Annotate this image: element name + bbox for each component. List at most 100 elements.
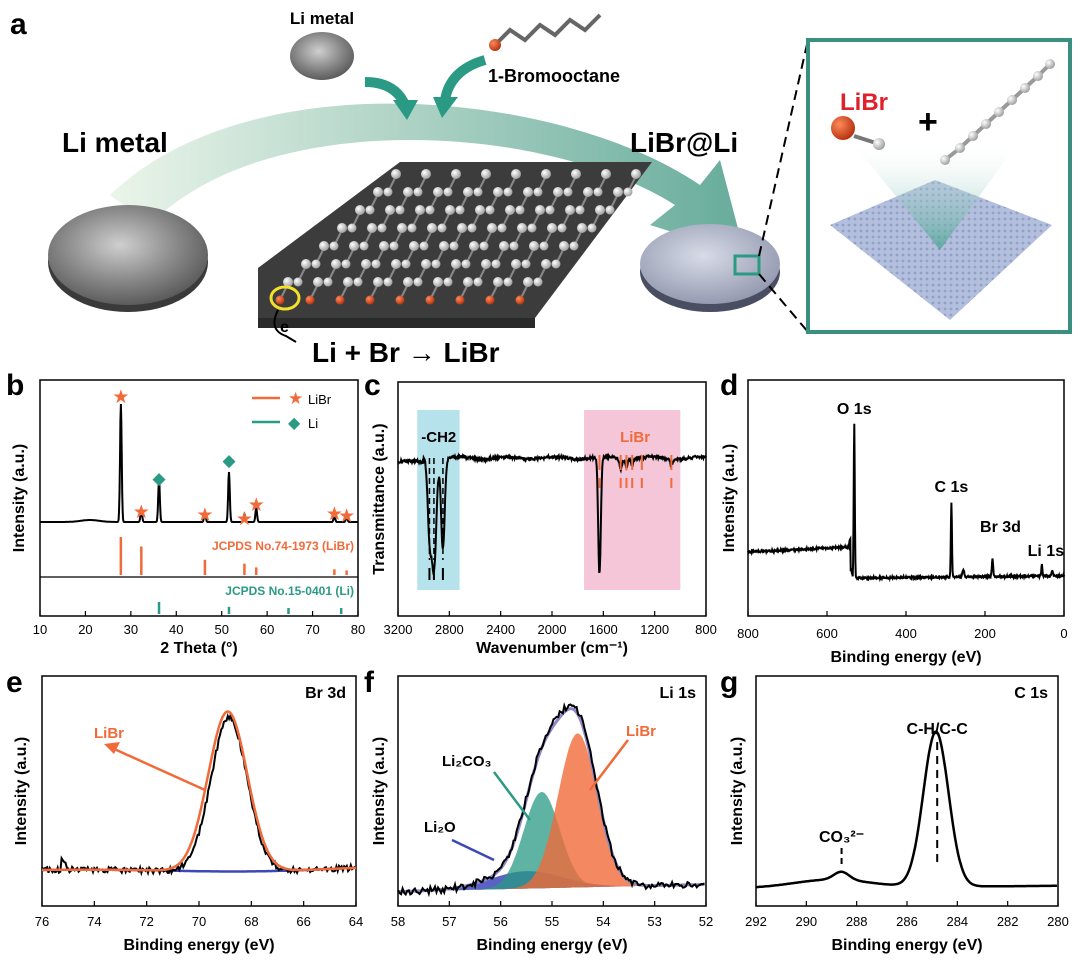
plot-frame-d xyxy=(747,379,1065,617)
x-e-tick-label: 64 xyxy=(349,914,363,929)
inset-li-atom xyxy=(873,138,885,150)
x-f-tick-label: 54 xyxy=(596,914,610,929)
libr-peak-star-icon: ★ xyxy=(338,506,355,527)
reaction-equation: Li + Br → LiBr xyxy=(312,337,500,368)
lattice-atom xyxy=(563,187,573,197)
lattice-atom xyxy=(427,223,437,233)
lattice-atom xyxy=(337,223,347,233)
title-e: Br 3d xyxy=(305,685,346,702)
x-d-tick-label: 200 xyxy=(974,626,996,641)
lattice-atom xyxy=(347,223,357,233)
ftir-curve xyxy=(397,452,707,576)
lattice-atom xyxy=(461,259,471,269)
lattice-atom xyxy=(359,241,369,251)
lattice-atom xyxy=(569,241,579,251)
electron-arrow xyxy=(273,309,297,343)
x-e-tick-label: 68 xyxy=(244,914,258,929)
lattice-atom xyxy=(425,205,435,215)
lattice-atom xyxy=(355,205,365,215)
lattice-atom xyxy=(407,223,417,233)
lattice-atom xyxy=(331,259,341,269)
x-f-tick-label: 55 xyxy=(545,914,559,929)
lattice-atom xyxy=(433,187,443,197)
lattice-atom xyxy=(413,277,423,287)
lattice-atom xyxy=(481,259,491,269)
lattice-atom xyxy=(293,277,303,287)
lattice-atom xyxy=(523,277,533,287)
lattice-atom xyxy=(305,295,315,305)
legend-libr-star-icon: ★ xyxy=(288,389,303,408)
libr-arrow-e xyxy=(111,746,206,792)
lattice-atom xyxy=(413,187,423,197)
lattice-atom xyxy=(575,205,585,215)
legend-li-label: Li xyxy=(308,416,318,431)
x-d-tick-label: 600 xyxy=(816,626,838,641)
lattice-atom xyxy=(463,187,473,197)
lattice-atom xyxy=(473,277,483,287)
plot-frame-b xyxy=(39,379,359,617)
lattice-atom xyxy=(571,169,581,179)
lattice-atom xyxy=(443,277,453,287)
lattice-atom xyxy=(455,205,465,215)
lattice-atom xyxy=(365,205,375,215)
libr-label-e: LiBr xyxy=(94,725,124,742)
libr-peak-star-icon: ★ xyxy=(326,504,343,525)
lattice-atom xyxy=(275,295,285,305)
lattice-atom xyxy=(533,187,543,197)
lattice-atom xyxy=(463,277,473,287)
lattice-atom xyxy=(605,205,615,215)
lattice-atom xyxy=(431,259,441,269)
peak-label-d: Li 1s xyxy=(1028,543,1065,560)
li-peak-diamond-icon: ◆ xyxy=(152,469,166,488)
lattice-atom xyxy=(421,259,431,269)
xlabel-d: Binding energy (eV) xyxy=(830,649,981,666)
lattice-atom xyxy=(457,223,467,233)
lattice-atom xyxy=(419,241,429,251)
x-b-tick-label: 30 xyxy=(124,622,138,637)
electron-label: e xyxy=(280,319,289,336)
xlabel-f: Binding energy (eV) xyxy=(476,937,627,954)
lattice-atom xyxy=(451,169,461,179)
li2co3-arrow xyxy=(493,771,531,821)
lattice-atom xyxy=(341,259,351,269)
lattice-atom xyxy=(613,187,623,197)
x-e-tick-label: 74 xyxy=(87,914,101,929)
lattice-atom xyxy=(485,205,495,215)
lattice-atom xyxy=(329,241,339,251)
lattice-atom xyxy=(539,241,549,251)
li-peak-diamond-icon: ◆ xyxy=(222,451,236,470)
lattice-atom xyxy=(323,277,333,287)
x-g-tick-label: 290 xyxy=(795,914,817,929)
lattice-atom xyxy=(349,241,359,251)
x-b-tick-label: 50 xyxy=(214,622,228,637)
title-f: Li 1s xyxy=(660,685,697,702)
x-g-tick-label: 284 xyxy=(946,914,968,929)
panel-f: f Li₂O Li₂CO₃ LiBr Li 1s 58 57 56 55 54 53 52 … xyxy=(364,666,713,954)
lattice-atom xyxy=(481,169,491,179)
lattice-atom xyxy=(541,259,551,269)
transfer-arc-arrow xyxy=(110,103,745,255)
lattice-atom xyxy=(631,169,641,179)
lattice-atom xyxy=(365,295,375,305)
lattice-atom xyxy=(319,241,329,251)
panel-d: d O 1s C 1s Br 3d Li 1s 800 600 400 200 0 Bindi… xyxy=(720,369,1068,666)
lattice-atom xyxy=(415,205,425,215)
panel-label-a: a xyxy=(10,8,27,41)
ylabel-e: Intensity (a.u.) xyxy=(13,737,30,845)
x-d-tick-label: 800 xyxy=(737,626,759,641)
lattice-atom xyxy=(473,187,483,197)
lattice-atom xyxy=(595,205,605,215)
lattice-atom xyxy=(509,241,519,251)
lattice-atom xyxy=(511,259,521,269)
lattice-atom xyxy=(587,223,597,233)
panel-label-f: f xyxy=(364,666,375,699)
lattice-atom xyxy=(397,223,407,233)
libr-peak-star-icon: ★ xyxy=(112,387,129,408)
ylabel-g: Intensity (a.u.) xyxy=(729,737,746,845)
x-c-tick-label: 2000 xyxy=(538,622,567,637)
region-libr-label: LiBr xyxy=(620,429,650,446)
bromooctane-molecule-icon xyxy=(489,13,602,51)
c1s-curve xyxy=(756,730,1057,889)
lattice-atom xyxy=(553,187,563,197)
inset-br-atom xyxy=(831,116,855,140)
